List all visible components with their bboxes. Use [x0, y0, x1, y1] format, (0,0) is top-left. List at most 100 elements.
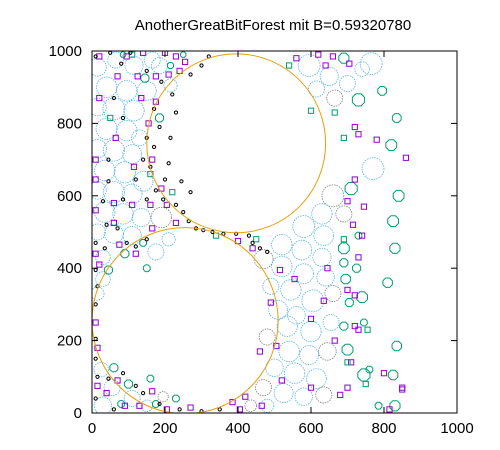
- square-mark: [163, 201, 170, 208]
- square-mark: [187, 404, 194, 411]
- dot-mark: [102, 246, 107, 251]
- circle-mark: [265, 358, 284, 377]
- circle-mark: [322, 314, 340, 331]
- dot-mark: [106, 376, 111, 381]
- circle-mark: [122, 226, 142, 246]
- square-mark: [315, 51, 322, 58]
- square-mark: [267, 299, 274, 306]
- square-mark: [94, 382, 101, 389]
- circle-mark: [326, 89, 344, 107]
- square-mark: [322, 62, 329, 69]
- dot-mark: [120, 371, 126, 376]
- square-mark: [320, 297, 327, 304]
- small-circle-mark: [344, 181, 358, 196]
- square-mark: [169, 189, 176, 196]
- circle-mark: [339, 75, 356, 93]
- square-mark: [364, 326, 371, 333]
- circle-mark: [147, 243, 165, 261]
- dot-mark: [217, 407, 222, 412]
- circle-mark: [361, 157, 385, 180]
- circle-mark: [103, 379, 121, 397]
- y-tick-label: 600: [57, 188, 82, 205]
- circle-mark: [319, 66, 339, 86]
- square-mark: [92, 250, 99, 257]
- dot-mark: [144, 197, 149, 202]
- small-circle-mark: [152, 400, 160, 408]
- circle-mark: [102, 139, 125, 162]
- circle-mark: [151, 57, 168, 74]
- dot-mark: [151, 144, 157, 150]
- square-mark: [149, 388, 156, 395]
- small-circle-mark: [356, 291, 368, 304]
- dot-mark: [157, 124, 162, 130]
- small-circle-mark: [119, 51, 127, 58]
- square-mark: [359, 232, 366, 239]
- square-mark: [94, 344, 101, 351]
- y-tick-label: 1000: [49, 43, 82, 60]
- small-circle-mark: [392, 189, 405, 202]
- square-mark: [172, 219, 180, 227]
- dot-mark: [157, 401, 162, 407]
- small-circle-mark: [351, 93, 366, 107]
- dot-mark: [93, 336, 98, 341]
- square-mark: [149, 156, 156, 163]
- circle-mark: [92, 286, 105, 301]
- square-mark: [307, 315, 315, 322]
- circle-mark: [255, 379, 272, 397]
- square-mark: [138, 94, 145, 102]
- square-mark: [242, 393, 249, 400]
- circle-mark: [294, 387, 313, 406]
- circle-mark: [93, 396, 113, 413]
- circle-mark: [116, 120, 138, 142]
- dot-mark: [111, 95, 117, 101]
- square-mark: [121, 402, 128, 409]
- dot-mark: [159, 79, 164, 84]
- square-mark: [149, 225, 156, 232]
- plot-frame: [91, 50, 458, 414]
- dot-mark: [161, 197, 166, 202]
- dot-mark: [93, 396, 98, 401]
- dot-mark: [111, 407, 117, 412]
- circle-mark: [316, 268, 335, 287]
- square-mark: [92, 319, 99, 326]
- square-mark: [291, 275, 298, 283]
- small-circle-mark: [391, 340, 402, 352]
- circle-mark: [94, 159, 116, 182]
- square-mark: [110, 199, 118, 207]
- circle-mark: [253, 249, 274, 270]
- circle-mark: [124, 55, 144, 76]
- dot-mark: [162, 177, 168, 182]
- dot-mark: [141, 390, 146, 396]
- circle-mark: [273, 383, 294, 403]
- square-mark: [129, 201, 136, 208]
- circle-mark: [95, 271, 111, 287]
- small-circle-mark: [382, 277, 393, 288]
- square-mark: [96, 94, 103, 102]
- circle-mark: [335, 205, 353, 223]
- dot-mark: [124, 240, 129, 245]
- dot-mark: [168, 135, 173, 140]
- dot-mark: [93, 54, 98, 59]
- small-circle-mark: [360, 318, 368, 327]
- square-mark: [165, 71, 172, 78]
- small-circle-mark: [374, 401, 383, 410]
- square-mark: [344, 359, 351, 366]
- square-mark: [329, 53, 336, 60]
- circle-mark: [280, 279, 302, 301]
- circle-mark: [92, 223, 106, 241]
- dot-mark: [93, 267, 98, 273]
- dot-mark: [93, 356, 98, 361]
- square-mark: [130, 163, 138, 170]
- circle-mark: [95, 117, 118, 140]
- axes: 0 200 400 600 800 1000 0 200 400 600 800 1000: [49, 43, 474, 437]
- square-mark: [344, 384, 351, 391]
- circle-mark: [122, 144, 143, 165]
- small-circle-mark: [387, 215, 400, 228]
- dot-mark: [93, 302, 98, 307]
- square-mark: [355, 131, 362, 138]
- small-circle-mark: [338, 52, 350, 64]
- circle-mark: [291, 239, 313, 261]
- small-circle-mark: [140, 73, 150, 83]
- circle-mark: [271, 234, 293, 256]
- x-tick-label: 800: [371, 420, 396, 437]
